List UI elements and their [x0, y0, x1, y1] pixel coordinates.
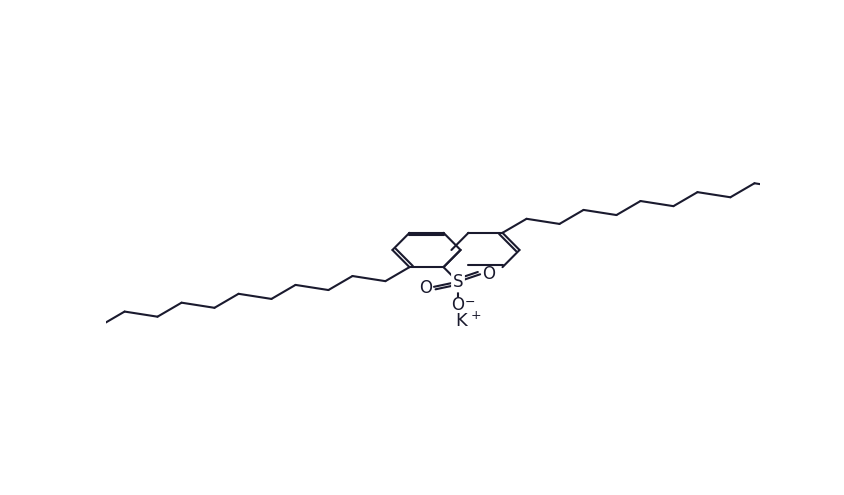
Text: O: O: [482, 264, 495, 283]
Text: −: −: [464, 296, 474, 309]
Text: S: S: [452, 273, 463, 291]
Text: O: O: [451, 296, 464, 314]
Text: O: O: [419, 279, 431, 297]
Text: +: +: [470, 309, 480, 322]
Text: K: K: [455, 312, 467, 330]
